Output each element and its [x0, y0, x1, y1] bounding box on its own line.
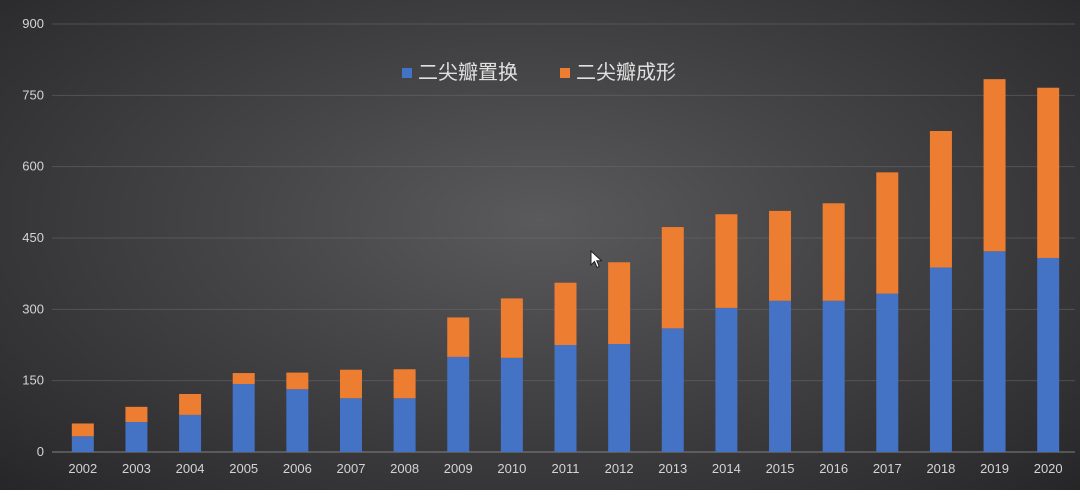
bar-segment-repair [1037, 87, 1060, 258]
legend-swatch-replacement [402, 68, 412, 78]
y-tick-label: 300 [22, 301, 44, 316]
bar-segment-replacement [715, 307, 738, 452]
x-tick-label: 2010 [497, 461, 526, 476]
bar-segment-replacement [929, 267, 952, 452]
bar-segment-replacement [822, 300, 845, 452]
x-tick-label: 2006 [283, 461, 312, 476]
x-tick-label: 2004 [176, 461, 205, 476]
bar-segment-repair [554, 282, 577, 345]
bar-segment-repair [822, 203, 845, 301]
x-tick-label: 2005 [229, 461, 258, 476]
bar-segment-replacement [769, 300, 792, 452]
bar-segment-replacement [71, 436, 94, 452]
bar-segment-repair [769, 210, 792, 301]
bar-segment-replacement [339, 398, 362, 452]
y-axis-ticks: 0 150 300 450 600 750 900 [22, 16, 44, 459]
x-axis-ticks: 2002 2003 2004 2005 2006 2007 2008 2009 2010 2011… [68, 461, 1062, 476]
x-tick-label: 2018 [926, 461, 955, 476]
x-tick-label: 2012 [605, 461, 634, 476]
y-tick-label: 150 [22, 373, 44, 388]
bar-segment-repair [447, 317, 470, 357]
bar-segment-repair [983, 79, 1006, 252]
x-tick-label: 2003 [122, 461, 151, 476]
bar-segment-repair [232, 373, 255, 384]
legend-swatch-repair [560, 68, 570, 78]
bar-segment-replacement [232, 383, 255, 452]
x-tick-label: 2020 [1034, 461, 1063, 476]
x-tick-label: 2011 [552, 461, 580, 476]
bar-segment-repair [179, 393, 202, 415]
x-tick-label: 2017 [873, 461, 902, 476]
bar-segment-repair [500, 298, 523, 358]
x-tick-label: 2009 [444, 461, 473, 476]
bar-segment-replacement [125, 422, 148, 452]
legend: 二尖瓣置换 二尖瓣成形 [402, 60, 676, 84]
bar-segment-replacement [393, 398, 416, 452]
x-tick-label: 2014 [712, 461, 741, 476]
y-tick-label: 600 [22, 159, 44, 174]
x-tick-label: 2016 [819, 461, 848, 476]
bar-segment-replacement [286, 389, 309, 452]
y-tick-label: 900 [22, 16, 44, 31]
bars [71, 79, 1060, 452]
bar-segment-repair [71, 423, 94, 437]
bar-segment-replacement [1037, 257, 1060, 452]
bar-segment-repair [286, 372, 309, 390]
bar-segment-replacement [876, 293, 899, 452]
bar-segment-repair [608, 262, 631, 345]
x-tick-label: 2007 [337, 461, 366, 476]
x-tick-label: 2019 [980, 461, 1009, 476]
bar-segment-replacement [661, 328, 684, 452]
bar-segment-replacement [983, 251, 1006, 452]
bar-segment-repair [661, 227, 684, 329]
bar-segment-repair [339, 369, 362, 399]
x-tick-label: 2013 [658, 461, 687, 476]
bar-segment-replacement [500, 357, 523, 452]
mouse-cursor-icon [590, 249, 604, 270]
x-tick-label: 2002 [68, 461, 97, 476]
legend-label-repair: 二尖瓣成形 [576, 60, 676, 84]
y-tick-label: 750 [22, 87, 44, 102]
bar-segment-replacement [447, 356, 470, 452]
legend-label-replacement: 二尖瓣置换 [418, 60, 518, 84]
bar-segment-replacement [554, 345, 577, 452]
bar-segment-repair [929, 131, 952, 268]
bar-segment-repair [876, 172, 899, 294]
bar-segment-replacement [608, 344, 631, 452]
bar-segment-repair [715, 214, 738, 308]
bar-segment-replacement [179, 414, 202, 452]
x-tick-label: 2015 [766, 461, 795, 476]
x-tick-label: 2008 [390, 461, 419, 476]
bar-segment-repair [125, 406, 148, 423]
bar-segment-repair [393, 369, 416, 399]
y-tick-label: 0 [37, 444, 44, 459]
y-tick-label: 450 [22, 230, 44, 245]
